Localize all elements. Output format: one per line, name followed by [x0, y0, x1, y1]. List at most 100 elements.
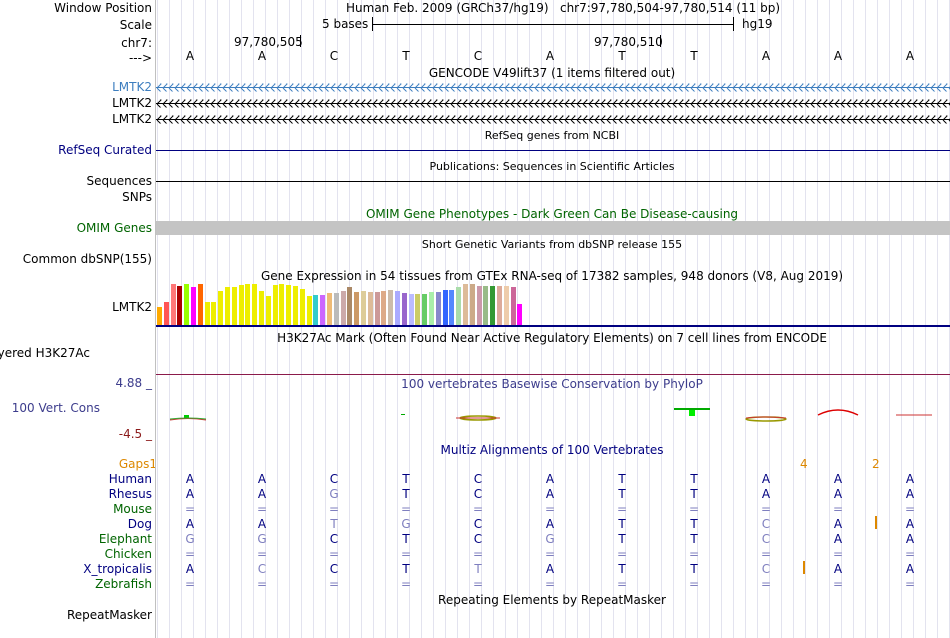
guideline	[529, 0, 530, 638]
multiz-gap-count-2: 2	[872, 457, 880, 471]
alignment-base: =	[688, 577, 700, 591]
gtex-tissue-bar[interactable]	[340, 291, 346, 325]
reference-base: C	[329, 49, 339, 63]
alignment-base: T	[618, 517, 626, 531]
gtex-tissue-bar[interactable]	[381, 291, 387, 325]
guideline	[469, 0, 470, 638]
gtex-tissue-bar[interactable]	[401, 293, 407, 325]
track-label-lmtk2-1[interactable]: LMTK2	[112, 80, 152, 94]
guideline	[421, 0, 422, 638]
gtex-tissue-bar[interactable]	[490, 286, 496, 325]
gtex-tissue-bar[interactable]	[415, 294, 421, 325]
gtex-tissue-bar[interactable]	[238, 285, 244, 325]
gtex-tissue-bar[interactable]	[483, 286, 489, 325]
track-label-gtex[interactable]: LMTK2	[112, 300, 152, 314]
gencode-gene-lines[interactable]	[156, 80, 950, 128]
gtex-tissue-bar[interactable]	[456, 287, 462, 325]
omim-feature-bar[interactable]	[156, 221, 950, 235]
gtex-tissue-bar[interactable]	[327, 293, 332, 325]
guideline	[769, 0, 770, 638]
track-label-refseq[interactable]: RefSeq Curated	[58, 143, 152, 157]
gtex-tissue-bar[interactable]	[320, 295, 326, 325]
gtex-tissue-bar[interactable]	[286, 285, 292, 325]
gtex-tissue-bar[interactable]	[354, 292, 360, 325]
gtex-tissue-bar[interactable]	[347, 287, 353, 325]
gtex-tissue-bar[interactable]	[231, 287, 237, 325]
gtex-tissue-bar[interactable]	[395, 291, 400, 325]
species-label-chicken: Chicken	[104, 547, 152, 561]
gtex-tissue-bar[interactable]	[313, 295, 319, 325]
gtex-tissue-bar[interactable]	[184, 284, 190, 325]
gtex-tissue-bar[interactable]	[211, 302, 217, 325]
gtex-tissue-bar[interactable]	[333, 293, 339, 325]
track-label-sequences[interactable]: Sequences	[86, 174, 152, 188]
gtex-tissue-bar[interactable]	[306, 296, 312, 325]
guideline	[553, 0, 554, 638]
phylop-mark	[745, 416, 787, 419]
gtex-tissue-bar[interactable]	[469, 284, 475, 325]
gtex-tissue-bar[interactable]	[177, 286, 183, 325]
gtex-tissue-bar[interactable]	[497, 286, 502, 325]
gtex-tissue-bar[interactable]	[435, 292, 441, 325]
refseq-gene-line[interactable]	[156, 150, 950, 151]
gtex-tissue-bar[interactable]	[265, 296, 271, 325]
track-label-lmtk2-3[interactable]: LMTK2	[112, 112, 152, 126]
gtex-tissue-bar[interactable]	[517, 304, 523, 325]
track-label-repeatmasker[interactable]: RepeatMasker	[66, 608, 152, 622]
phylop-max-label: 4.88 _	[115, 376, 152, 390]
reference-base: A	[833, 49, 843, 63]
repeatmasker-track-title: Repeating Elements by RepeatMasker	[438, 593, 666, 607]
alignment-base: T	[618, 532, 626, 546]
gtex-tissue-bar[interactable]	[408, 294, 414, 325]
gtex-tissue-bar[interactable]	[503, 286, 509, 325]
alignment-base: T	[330, 517, 338, 531]
alignment-base: T	[690, 487, 698, 501]
track-label-snps[interactable]: SNPs	[122, 190, 152, 204]
gtex-tissue-bar[interactable]	[476, 286, 482, 325]
gtex-tissue-bar[interactable]	[293, 286, 298, 325]
gtex-tissue-bar[interactable]	[388, 290, 394, 325]
guideline	[577, 0, 578, 638]
alignment-base: A	[185, 517, 195, 531]
track-label-dbsnp[interactable]: Common dbSNP(155)	[22, 252, 152, 266]
gtex-tissue-bar[interactable]	[204, 302, 210, 325]
gtex-tissue-bar[interactable]	[429, 292, 434, 325]
gtex-tissue-bar[interactable]	[225, 287, 230, 325]
gtex-tissue-bar[interactable]	[463, 284, 468, 325]
alignment-base: A	[833, 562, 843, 576]
gtex-tissue-bar[interactable]	[510, 287, 516, 325]
gtex-tissue-bar[interactable]	[259, 291, 264, 325]
gtex-tissue-bar[interactable]	[422, 294, 428, 325]
gtex-tissue-bar[interactable]	[442, 290, 448, 325]
gtex-tissue-bar[interactable]	[245, 284, 251, 325]
guideline	[805, 0, 806, 638]
publications-line[interactable]	[156, 181, 950, 182]
gtex-tissue-bar[interactable]	[279, 284, 285, 325]
track-label-lmtk2-2[interactable]: LMTK2	[112, 96, 152, 110]
gtex-tissue-bar[interactable]	[367, 292, 373, 325]
gtex-tissue-bar[interactable]	[272, 285, 278, 325]
gtex-tissue-bar[interactable]	[374, 292, 380, 325]
gtex-tissue-bar[interactable]	[170, 284, 176, 325]
alignment-base: =	[472, 577, 484, 591]
alignment-base: =	[760, 547, 772, 561]
gtex-tissue-bar[interactable]	[252, 284, 258, 325]
alignment-base: =	[472, 547, 484, 561]
track-label-phylop[interactable]: 100 Vert. Cons	[11, 401, 100, 415]
scale-bar-right-tick	[733, 17, 734, 31]
track-label-omim[interactable]: OMIM Genes	[76, 221, 152, 235]
guideline	[265, 0, 266, 638]
gtex-tissue-bar[interactable]	[299, 289, 305, 325]
gtex-tissue-bar[interactable]	[449, 290, 455, 325]
gtex-tissue-bar[interactable]	[218, 291, 224, 325]
guideline	[817, 0, 818, 638]
phylop-conservation-plot[interactable]	[156, 402, 950, 428]
gtex-tissue-bar[interactable]	[197, 284, 203, 325]
track-label-h3k27ac[interactable]: Layered H3K27Ac	[0, 346, 90, 360]
gtex-tissue-bar[interactable]	[361, 291, 366, 325]
gtex-tissue-bar[interactable]	[157, 307, 162, 325]
browser-image-area[interactable]: Human Feb. 2009 (GRCh37/hg19) chr7:97,78…	[156, 0, 950, 638]
gtex-tissue-bar[interactable]	[191, 287, 196, 325]
gtex-tissue-bar[interactable]	[163, 302, 169, 325]
alignment-base: =	[328, 502, 340, 516]
